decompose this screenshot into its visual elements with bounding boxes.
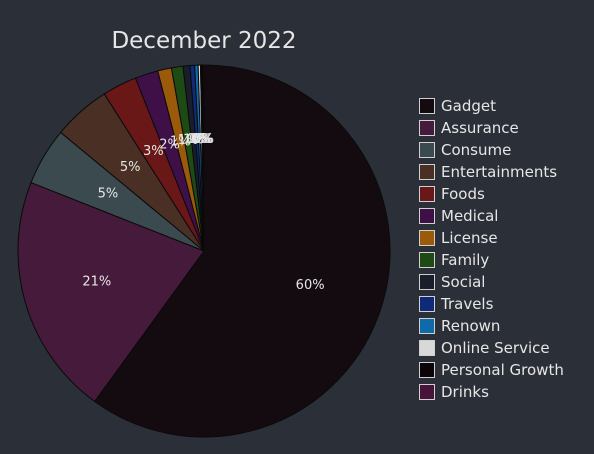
pie-slice-drinks	[202, 64, 205, 252]
legend-item-gadget[interactable]: Gadget	[419, 95, 589, 117]
legend-label: Renown	[441, 317, 501, 335]
pie-slice-assurance	[17, 181, 205, 403]
slice-label-family: 1%	[178, 133, 199, 148]
legend-swatch	[419, 274, 435, 290]
legend-label: Consume	[441, 141, 512, 159]
legend-item-personal-growth[interactable]: Personal Growth	[419, 359, 589, 381]
legend-item-assurance[interactable]: Assurance	[419, 117, 589, 139]
legend-label: Gadget	[441, 97, 496, 115]
slice-label-consume: 5%	[98, 187, 119, 202]
legend-label: Foods	[441, 185, 485, 203]
legend-label: Medical	[441, 207, 499, 225]
legend-item-license[interactable]: License	[419, 227, 589, 249]
legend-swatch	[419, 362, 435, 378]
legend-item-foods[interactable]: Foods	[419, 183, 589, 205]
legend-item-consume[interactable]: Consume	[419, 139, 589, 161]
legend-item-medical[interactable]: Medical	[419, 205, 589, 227]
legend-item-drinks[interactable]: Drinks	[419, 381, 589, 403]
legend-swatch	[419, 384, 435, 400]
legend-swatch	[419, 252, 435, 268]
legend-swatch	[419, 164, 435, 180]
slice-label-drinks: 0%	[193, 132, 214, 147]
legend-label: Entertainments	[441, 163, 558, 181]
slice-label-medical: 2%	[159, 137, 180, 152]
legend-item-social[interactable]: Social	[419, 271, 589, 293]
legend-swatch	[419, 98, 435, 114]
legend-label: License	[441, 229, 498, 247]
legend-swatch	[419, 142, 435, 158]
slice-label-travels: 0%	[187, 132, 208, 147]
slice-label-gadget: 60%	[296, 278, 325, 293]
legend-label: Drinks	[441, 383, 489, 401]
slice-label-entertainments: 5%	[120, 160, 141, 175]
legend-label: Family	[441, 251, 490, 269]
legend-item-family[interactable]: Family	[419, 249, 589, 271]
slice-label-online-service: 0%	[191, 132, 212, 147]
slice-label-personal-growth: 0%	[192, 132, 213, 147]
chart-title: December 2022	[111, 28, 297, 54]
legend-item-travels[interactable]: Travels	[419, 293, 589, 315]
slice-label-assurance: 21%	[82, 275, 111, 290]
legend-swatch	[419, 318, 435, 334]
legend-swatch	[419, 296, 435, 312]
slice-label-social: 1%	[183, 132, 204, 147]
legend-item-entertainments[interactable]: Entertainments	[419, 161, 589, 183]
legend-swatch	[419, 208, 435, 224]
pie-slice-gadget	[93, 64, 391, 438]
legend-label: Social	[441, 273, 486, 291]
slice-label-renown: 0%	[189, 132, 210, 147]
legend-swatch	[419, 340, 435, 356]
legend-label: Travels	[441, 295, 494, 313]
legend-swatch	[419, 186, 435, 202]
legend-swatch	[419, 230, 435, 246]
legend-item-online-service[interactable]: Online Service	[419, 337, 589, 359]
slice-label-license: 1%	[170, 134, 191, 149]
legend-label: Online Service	[441, 339, 550, 357]
legend-swatch	[419, 120, 435, 136]
legend-label: Assurance	[441, 119, 519, 137]
legend-item-renown[interactable]: Renown	[419, 315, 589, 337]
legend-label: Personal Growth	[441, 361, 564, 379]
slice-label-foods: 3%	[143, 144, 164, 159]
legend: Gadget Assurance Consume Entertainments Food…	[419, 95, 589, 403]
